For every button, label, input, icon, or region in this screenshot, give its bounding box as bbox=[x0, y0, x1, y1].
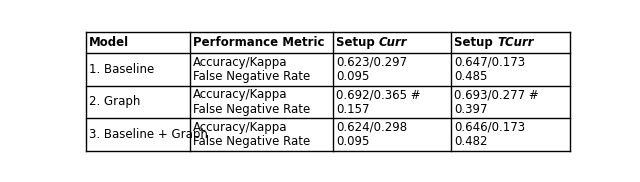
Text: Curr: Curr bbox=[379, 36, 407, 49]
Text: 3. Baseline + Graph: 3. Baseline + Graph bbox=[89, 128, 208, 141]
Text: False Negative Rate: False Negative Rate bbox=[193, 103, 310, 116]
Text: 0.485: 0.485 bbox=[454, 70, 488, 83]
Text: 1. Baseline: 1. Baseline bbox=[89, 63, 154, 76]
Text: Setup: Setup bbox=[336, 36, 379, 49]
Text: 0.623/0.297: 0.623/0.297 bbox=[336, 56, 407, 69]
Text: 0.624/0.298: 0.624/0.298 bbox=[336, 121, 407, 134]
Text: 0.397: 0.397 bbox=[454, 103, 488, 116]
Text: 0.095: 0.095 bbox=[336, 135, 369, 148]
Text: Model: Model bbox=[89, 36, 129, 49]
Text: False Negative Rate: False Negative Rate bbox=[193, 135, 310, 148]
Text: 0.646/0.173: 0.646/0.173 bbox=[454, 121, 525, 134]
Text: 2. Graph: 2. Graph bbox=[89, 95, 140, 108]
Text: Accuracy/Kappa: Accuracy/Kappa bbox=[193, 56, 287, 69]
Text: False Negative Rate: False Negative Rate bbox=[193, 70, 310, 83]
Text: 0.692/0.365 #: 0.692/0.365 # bbox=[336, 88, 420, 101]
Text: 0.693/0.277 #: 0.693/0.277 # bbox=[454, 88, 539, 101]
Text: Setup: Setup bbox=[454, 36, 497, 49]
Text: Performance Metric: Performance Metric bbox=[193, 36, 324, 49]
Text: 0.482: 0.482 bbox=[454, 135, 488, 148]
Text: 0.647/0.173: 0.647/0.173 bbox=[454, 56, 525, 69]
Text: Accuracy/Kappa: Accuracy/Kappa bbox=[193, 121, 287, 134]
Text: TCurr: TCurr bbox=[497, 36, 534, 49]
Text: 0.157: 0.157 bbox=[336, 103, 369, 116]
Text: Accuracy/Kappa: Accuracy/Kappa bbox=[193, 88, 287, 101]
Text: 0.095: 0.095 bbox=[336, 70, 369, 83]
